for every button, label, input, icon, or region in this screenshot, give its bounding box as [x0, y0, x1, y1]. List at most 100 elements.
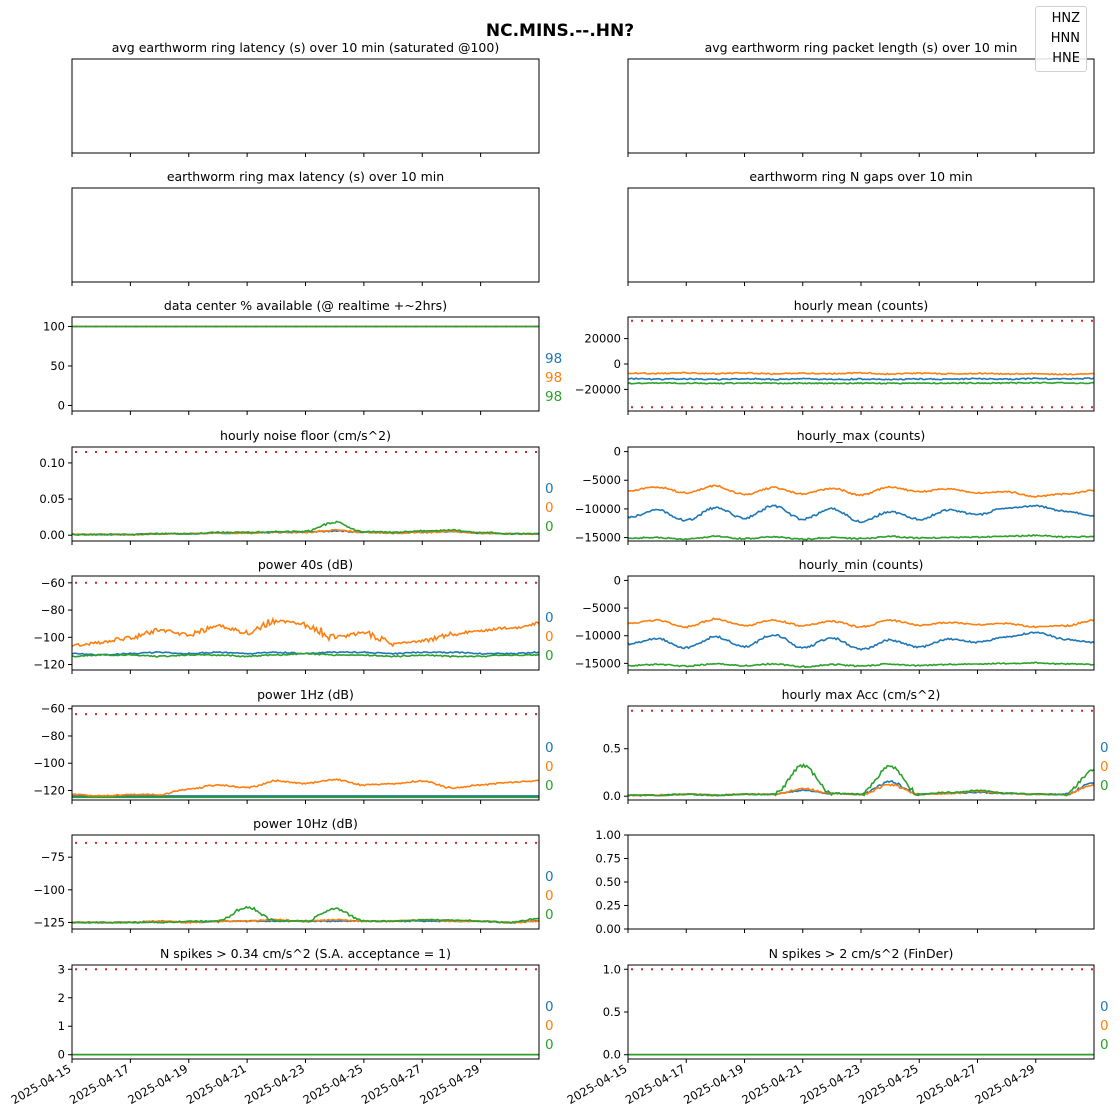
- series-summary-label-hnz: 0: [545, 869, 554, 885]
- y-tick-label: −15000: [575, 531, 621, 545]
- panel-title: power 40s (dB): [258, 557, 353, 572]
- series-summary-label-hne: 0: [1100, 778, 1109, 794]
- x-tick-label: 2025-04-27: [914, 1061, 979, 1107]
- y-tick-label: −120: [33, 658, 65, 672]
- y-tick-label: −5000: [582, 601, 621, 615]
- y-tick-label: −120: [33, 783, 65, 797]
- y-tick-label: −80: [41, 729, 65, 743]
- series-summary-label-hne: 0: [545, 519, 554, 535]
- y-tick-label: 20000: [584, 332, 621, 346]
- y-tick-label: 0: [58, 398, 65, 412]
- axes-frame: [627, 187, 1095, 283]
- panel-title: N spikes > 0.34 cm/s^2 (S.A. acceptance …: [160, 946, 451, 961]
- y-tick-label: 0.5: [603, 742, 621, 756]
- panel-title: hourly noise floor (cm/s^2): [220, 428, 391, 443]
- series-line-hne: [71, 905, 539, 924]
- axes-frame: [71, 964, 540, 1060]
- panel-title: data center % available (@ realtime +~2h…: [164, 298, 447, 313]
- x-tick-label: 2025-04-19: [681, 1061, 746, 1107]
- panel-max-latency: earthworm ring max latency (s) over 10 m…: [71, 169, 540, 286]
- panel-n-spikes-2: N spikes > 2 cm/s^2 (FinDer) 0.0 0.5 1.0 202…: [565, 946, 1109, 1107]
- panel-hourly-mean: hourly mean (counts) −20000 0 20000: [575, 298, 1095, 415]
- panel-n-spikes-034: N spikes > 0.34 cm/s^2 (S.A. acceptance …: [9, 946, 554, 1107]
- y-tick-label: 0.10: [39, 456, 65, 470]
- y-tick-label: 3: [58, 962, 65, 976]
- panel-title: power 10Hz (dB): [253, 816, 358, 831]
- y-tick-label: 100: [43, 319, 65, 333]
- panel-title: hourly_max (counts): [797, 428, 926, 443]
- x-tick-label: 2025-04-27: [359, 1061, 424, 1107]
- legend-entry-hnz: HNZ: [1051, 11, 1080, 26]
- series-line-hnz: [627, 377, 1095, 381]
- x-tick-label: 2025-04-17: [67, 1061, 132, 1107]
- y-tick-label: −100: [33, 630, 65, 644]
- series-summary-label-hne: 0: [545, 907, 554, 923]
- series-summary-label-hnz: 98: [545, 351, 562, 367]
- series-summary-label-hnn: 0: [545, 759, 554, 775]
- y-tick-label: −80: [41, 603, 65, 617]
- y-tick-label: 0.75: [595, 852, 621, 866]
- y-tick-label: 50: [50, 359, 65, 373]
- y-tick-label: 1: [58, 1019, 65, 1033]
- y-tick-label: −100: [33, 756, 65, 770]
- series-summary-label-hnn: 0: [1100, 1018, 1109, 1034]
- series-summary-label-hne: 98: [545, 389, 562, 405]
- panel-hourly-min: hourly_min (counts) −15000 −10000 −5000 0: [575, 557, 1095, 674]
- y-tick-label: 0.5: [603, 1005, 621, 1019]
- panel-hourly-max: hourly_max (counts) −15000 −10000 −5000 0: [575, 428, 1095, 545]
- legend-entry-hne: HNE: [1052, 51, 1080, 66]
- x-tick-label: 2025-04-15: [565, 1061, 630, 1107]
- axes-frame: [627, 575, 1095, 671]
- panel-title: earthworm ring max latency (s) over 10 m…: [167, 169, 444, 184]
- x-tick-label: 2025-04-25: [300, 1061, 365, 1107]
- series-line-hnn: [71, 616, 540, 648]
- series-summary-label-hnn: 0: [545, 500, 554, 516]
- panel-noise-floor: hourly noise floor (cm/s^2) 0.00 0.05 0.10 0…: [39, 428, 554, 545]
- series-line-hne: [627, 381, 1095, 385]
- x-tick-label: 2025-04-25: [856, 1061, 921, 1107]
- panel-title: N spikes > 2 cm/s^2 (FinDer): [769, 946, 954, 961]
- series-summary-label-hnz: 0: [1100, 740, 1109, 756]
- y-tick-label: −125: [33, 915, 65, 929]
- panel-avg-packet-length: avg earthworm ring packet length (s) ove…: [627, 40, 1095, 157]
- series-line-hnz: [627, 631, 1095, 651]
- x-tick-label: 2025-04-19: [125, 1061, 190, 1107]
- x-tick-label: 2025-04-21: [739, 1061, 804, 1107]
- series-line-hnn: [627, 484, 1095, 498]
- y-tick-label: 1.00: [595, 828, 621, 842]
- series-summary-label-hnn: 0: [545, 629, 554, 645]
- series-line-hnn: [627, 371, 1095, 376]
- axes-frame: [627, 705, 1095, 801]
- panel-n-gaps: earthworm ring N gaps over 10 min: [627, 169, 1095, 286]
- panel-title: hourly max Acc (cm/s^2): [782, 687, 941, 702]
- panel-blank-axes: 0.00 0.25 0.50 0.75 1.00: [595, 828, 1095, 936]
- panel-power-10hz: power 10Hz (dB) −125 −100 −75 0 0 0: [33, 816, 554, 933]
- y-tick-label: 0.50: [595, 875, 621, 889]
- x-tick-label: 2025-04-29: [417, 1061, 482, 1107]
- series-summary-label-hnn: 0: [545, 1018, 554, 1034]
- y-tick-label: 0: [58, 1048, 65, 1062]
- axes-frame: [71, 446, 540, 542]
- y-tick-label: −60: [41, 576, 65, 590]
- axes-frame: [71, 58, 540, 154]
- y-tick-label: −10000: [575, 629, 621, 643]
- y-tick-label: 0: [614, 573, 621, 587]
- series-summary-label-hnz: 0: [1100, 999, 1109, 1015]
- series-summary-label-hnn: 0: [1100, 759, 1109, 775]
- y-tick-label: −10000: [575, 502, 621, 516]
- axes-frame: [627, 964, 1095, 1060]
- legend-entry-hnn: HNN: [1050, 31, 1080, 46]
- y-tick-label: −60: [41, 702, 65, 716]
- series-summary-label-hne: 0: [1100, 1037, 1109, 1053]
- axes-frame: [71, 316, 540, 412]
- y-tick-label: 2: [58, 991, 65, 1005]
- y-tick-label: 0: [614, 357, 621, 371]
- y-tick-label: −100: [33, 883, 65, 897]
- series-line-hnn: [71, 778, 540, 798]
- series-summary-label-hnz: 0: [545, 740, 554, 756]
- axes-frame: [71, 187, 540, 283]
- series-line-hnz: [627, 504, 1095, 524]
- series-line-hne: [627, 762, 1095, 797]
- panel-title: earthworm ring N gaps over 10 min: [749, 169, 972, 184]
